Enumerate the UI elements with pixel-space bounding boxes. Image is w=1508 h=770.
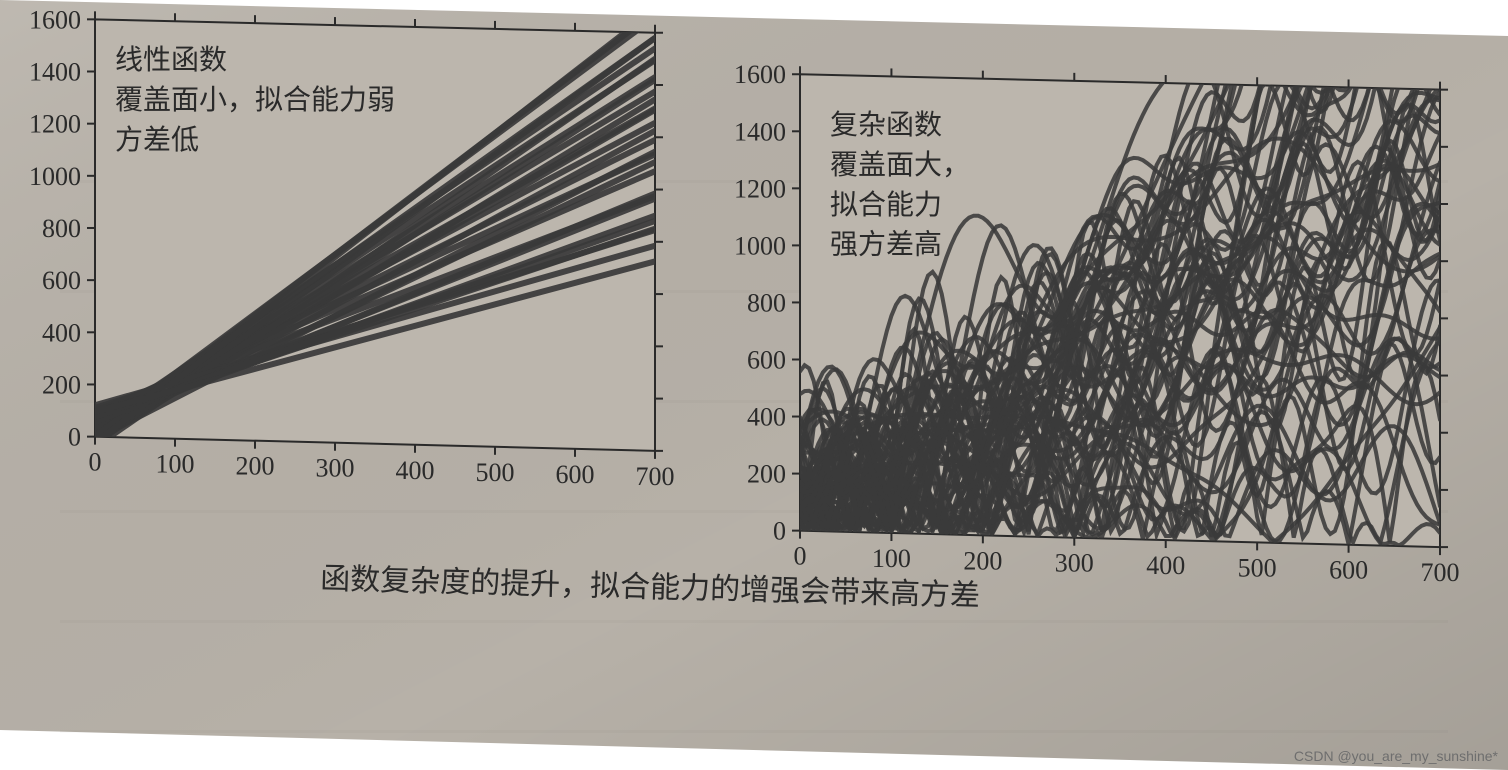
right-chart-ytick-label: 400 [747, 403, 786, 432]
left-chart-ytick-label: 1400 [29, 57, 81, 86]
left-chart: 0 200 400 600 800 1000 1200 1400 1600 0 100 200 300 4… [29, 5, 675, 491]
figure-svg: 0200400600800100012001400160001002003004… [0, 0, 1508, 770]
left-chart-xtick-label: 400 [396, 456, 435, 485]
left-chart-ytick-label: 600 [42, 266, 81, 295]
left-chart-xtick-label: 200 [236, 452, 275, 481]
right-chart-ytick-label: 1000 [734, 231, 786, 260]
right-chart-xtick-label: 600 [1329, 556, 1368, 585]
paper-bleedthrough [60, 620, 1448, 623]
left-chart-ytick-label: 800 [42, 214, 81, 243]
left-chart-annotation: 线性函数 [115, 44, 227, 76]
right-chart-annotation: 强方差高 [830, 229, 942, 261]
right-chart-ytick-label: 1400 [734, 117, 786, 146]
left-chart-xtick-label: 500 [476, 458, 515, 487]
right-chart-annotation: 拟合能力 [830, 189, 942, 221]
left-chart-xtick-label: 100 [156, 450, 195, 479]
right-chart-ytick-label: 1200 [734, 174, 786, 203]
right-chart-ytick-label: 600 [747, 345, 786, 374]
figure-page: 0200400600800100012001400160001002003004… [0, 0, 1508, 770]
right-chart-xtick-label: 400 [1146, 551, 1185, 580]
right-chart-ytick-label: 800 [747, 288, 786, 317]
left-chart-annotation: 覆盖面小，拟合能力弱 [115, 84, 395, 116]
right-chart-ytick-label: 1600 [734, 60, 786, 89]
left-chart-ytick-label: 200 [42, 370, 81, 399]
right-chart-xtick-label: 0 [794, 542, 807, 571]
left-chart-xtick-label: 300 [316, 454, 355, 483]
right-chart-annotation: 覆盖面大， [830, 149, 970, 181]
left-chart-xtick-label: 700 [636, 462, 675, 491]
left-chart-annotation: 方差低 [115, 124, 199, 156]
right-chart-xtick-label: 100 [872, 544, 911, 573]
right-chart-ytick-label: 0 [773, 517, 786, 546]
right-chart-annotation: 复杂函数 [830, 109, 942, 141]
paper-bleedthrough [60, 730, 1448, 733]
left-chart-ytick-label: 400 [42, 318, 81, 347]
left-chart-ytick-label: 0 [68, 423, 81, 452]
watermark: CSDN @you_are_my_sunshine* [1294, 748, 1498, 764]
left-chart-xtick-label: 600 [556, 460, 595, 489]
left-chart-ytick-label: 1000 [29, 162, 81, 191]
right-chart-xtick-label: 200 [963, 546, 1002, 575]
left-chart-ytick-label: 1200 [29, 110, 81, 139]
left-chart-ytick-label: 1600 [29, 5, 81, 34]
right-chart-xtick-label: 500 [1238, 553, 1277, 582]
right-chart-xtick-label: 700 [1421, 558, 1460, 587]
right-chart-ytick-label: 200 [747, 460, 786, 489]
right-chart: 0 200 400 600 800 1000 1200 1400 1600 0 100 200 300 4… [734, 0, 1460, 587]
left-chart-xtick-label: 0 [89, 448, 102, 477]
right-chart-xtick-label: 300 [1055, 549, 1094, 578]
